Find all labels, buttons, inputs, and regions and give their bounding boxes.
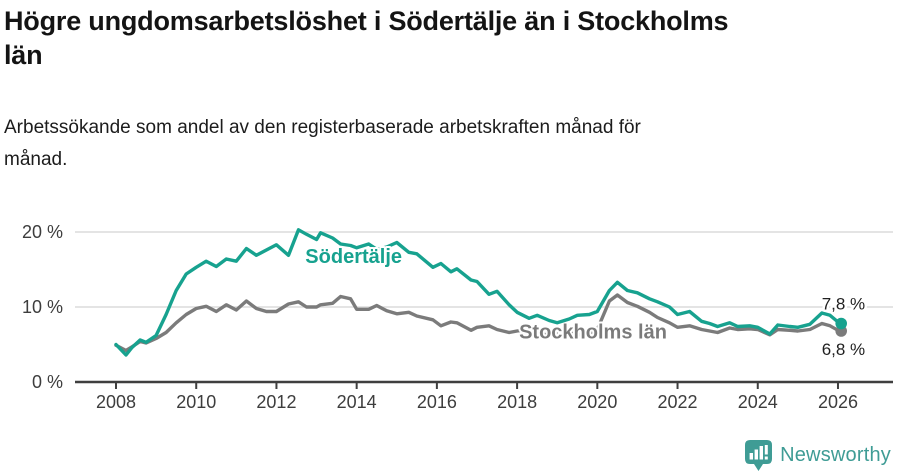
bar-chart-icon bbox=[749, 453, 754, 460]
stockholms-l-n-end-value-label: 6,8 % bbox=[822, 340, 865, 359]
stockholms-l-n-line bbox=[114, 293, 843, 353]
x-tick-label: 2014 bbox=[337, 392, 377, 412]
x-tick-label: 2012 bbox=[256, 392, 296, 412]
exclamation-icon bbox=[764, 456, 768, 460]
s-dert-lje-series-label: Södertälje bbox=[305, 246, 402, 268]
x-tick-label: 2008 bbox=[96, 392, 136, 412]
newsworthy-logo: Newsworthy bbox=[745, 440, 891, 471]
chart-title: Högre ungdomsarbetslöshet i Södertälje ä… bbox=[4, 6, 729, 70]
s-dert-lje-line bbox=[114, 228, 843, 357]
s-dert-lje-end-dot bbox=[835, 317, 847, 330]
chart-svg: 0 % 10 % 20 % 2008 2010 2012 2014 2016 2018 2020 2… bbox=[22, 222, 893, 412]
x-tick-label: 2010 bbox=[176, 392, 216, 412]
x-tick-label: 2022 bbox=[658, 392, 698, 412]
x-tick-label: 2016 bbox=[417, 392, 457, 412]
x-tick-label: 2018 bbox=[497, 392, 537, 412]
chart-subtitle: Arbetssökande som andel av den registerb… bbox=[4, 117, 641, 170]
y-tick-label: 0 % bbox=[32, 372, 63, 392]
bar-chart-icon bbox=[754, 449, 759, 460]
bar-chart-icon bbox=[759, 446, 764, 460]
pin-shape bbox=[745, 440, 773, 471]
stockholms-l-n-series-label: Stockholms län bbox=[519, 322, 667, 344]
newsworthy-pin-icon bbox=[745, 440, 773, 471]
newsworthy-brand-text: Newsworthy bbox=[780, 444, 891, 466]
s-dert-lje-end-value-label: 7,8 % bbox=[822, 295, 865, 314]
x-tick-label: 2024 bbox=[738, 392, 778, 412]
exclamation-icon bbox=[764, 445, 768, 455]
y-tick-label: 10 % bbox=[22, 297, 63, 317]
y-tick-label: 20 % bbox=[22, 222, 63, 242]
x-tick-label: 2020 bbox=[577, 392, 617, 412]
x-tick-label: 2026 bbox=[818, 392, 858, 412]
